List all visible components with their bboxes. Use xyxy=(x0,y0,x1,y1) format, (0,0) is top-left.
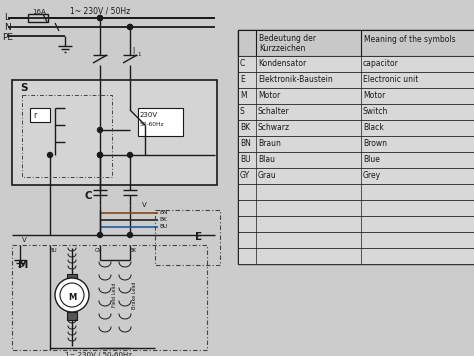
Bar xyxy=(28,14,48,22)
Text: BN: BN xyxy=(240,140,251,148)
Text: Brake Lead: Brake Lead xyxy=(133,281,137,309)
Bar xyxy=(238,120,474,136)
Circle shape xyxy=(98,16,102,21)
Text: 16A: 16A xyxy=(32,9,46,15)
Circle shape xyxy=(98,152,102,157)
Bar xyxy=(138,108,183,136)
Text: Field Lead: Field Lead xyxy=(112,283,118,307)
Bar xyxy=(67,274,77,282)
Text: Meaning of the symbols: Meaning of the symbols xyxy=(364,35,456,43)
Text: BU: BU xyxy=(159,224,167,229)
Text: Kondensator: Kondensator xyxy=(258,59,306,68)
Bar xyxy=(238,152,474,168)
Circle shape xyxy=(128,25,133,30)
Text: Motor: Motor xyxy=(363,91,385,100)
Text: BN: BN xyxy=(159,210,167,215)
Text: M: M xyxy=(68,293,76,302)
Text: Motor: Motor xyxy=(258,91,280,100)
Bar xyxy=(238,168,474,184)
Circle shape xyxy=(128,232,133,237)
Bar xyxy=(238,248,474,264)
Text: Schalter: Schalter xyxy=(258,108,290,116)
Bar xyxy=(238,30,474,264)
Text: Elektronik-Baustein: Elektronik-Baustein xyxy=(258,75,333,84)
Text: S: S xyxy=(240,108,245,116)
Text: V: V xyxy=(142,202,147,208)
Text: M: M xyxy=(240,91,246,100)
Circle shape xyxy=(47,152,53,157)
Text: BK: BK xyxy=(240,124,250,132)
Text: BU: BU xyxy=(240,156,251,164)
Text: PE: PE xyxy=(2,33,13,42)
Text: I: I xyxy=(132,47,134,57)
Circle shape xyxy=(55,278,89,312)
Bar xyxy=(238,88,474,104)
Text: BU: BU xyxy=(50,248,58,253)
Circle shape xyxy=(98,16,102,21)
Text: BK: BK xyxy=(130,248,137,253)
Bar xyxy=(238,232,474,248)
Text: r: r xyxy=(33,110,36,120)
Bar xyxy=(238,104,474,120)
Bar xyxy=(155,210,220,265)
Text: C: C xyxy=(240,59,245,68)
Text: Blue: Blue xyxy=(363,156,380,164)
Bar xyxy=(12,80,217,185)
Bar xyxy=(67,312,77,320)
Text: 1~ 230V / 50Hz: 1~ 230V / 50Hz xyxy=(70,7,130,16)
Text: GY: GY xyxy=(240,172,250,180)
Circle shape xyxy=(98,152,102,157)
Text: Electronic unit: Electronic unit xyxy=(363,75,419,84)
Text: Grey: Grey xyxy=(363,172,381,180)
Text: V: V xyxy=(22,237,27,243)
Bar xyxy=(238,136,474,152)
Text: 1: 1 xyxy=(137,52,140,57)
Text: 50-60Hz: 50-60Hz xyxy=(140,121,164,126)
Bar xyxy=(30,108,50,122)
Bar xyxy=(238,200,474,216)
Text: BK: BK xyxy=(159,217,167,222)
Text: 1~ 230V / 50-60Hz: 1~ 230V / 50-60Hz xyxy=(65,352,132,356)
Text: Braun: Braun xyxy=(258,140,281,148)
Bar xyxy=(12,245,207,350)
Circle shape xyxy=(98,127,102,132)
Circle shape xyxy=(98,232,102,237)
Text: Black: Black xyxy=(363,124,384,132)
Bar xyxy=(238,56,474,72)
Text: Schwarz: Schwarz xyxy=(258,124,290,132)
Text: L: L xyxy=(4,14,9,22)
Text: C: C xyxy=(85,191,92,201)
Circle shape xyxy=(128,25,133,30)
Bar xyxy=(238,184,474,200)
Bar xyxy=(22,95,112,177)
Text: N: N xyxy=(4,23,11,32)
Text: Brown: Brown xyxy=(363,140,387,148)
Text: GY: GY xyxy=(95,248,102,253)
Text: M: M xyxy=(18,260,28,270)
Bar xyxy=(238,216,474,232)
Text: Grau: Grau xyxy=(258,172,277,180)
Text: Bedeutung der
Kurzzeichen: Bedeutung der Kurzzeichen xyxy=(259,34,316,53)
Circle shape xyxy=(128,152,133,157)
Circle shape xyxy=(60,283,84,307)
Text: Blau: Blau xyxy=(258,156,275,164)
Text: S: S xyxy=(20,83,27,93)
Text: capacitor: capacitor xyxy=(363,59,399,68)
Text: 230V: 230V xyxy=(140,112,158,118)
Text: Switch: Switch xyxy=(363,108,388,116)
Bar xyxy=(238,72,474,88)
Text: E: E xyxy=(240,75,245,84)
Text: E: E xyxy=(195,232,202,242)
Bar xyxy=(238,30,474,56)
